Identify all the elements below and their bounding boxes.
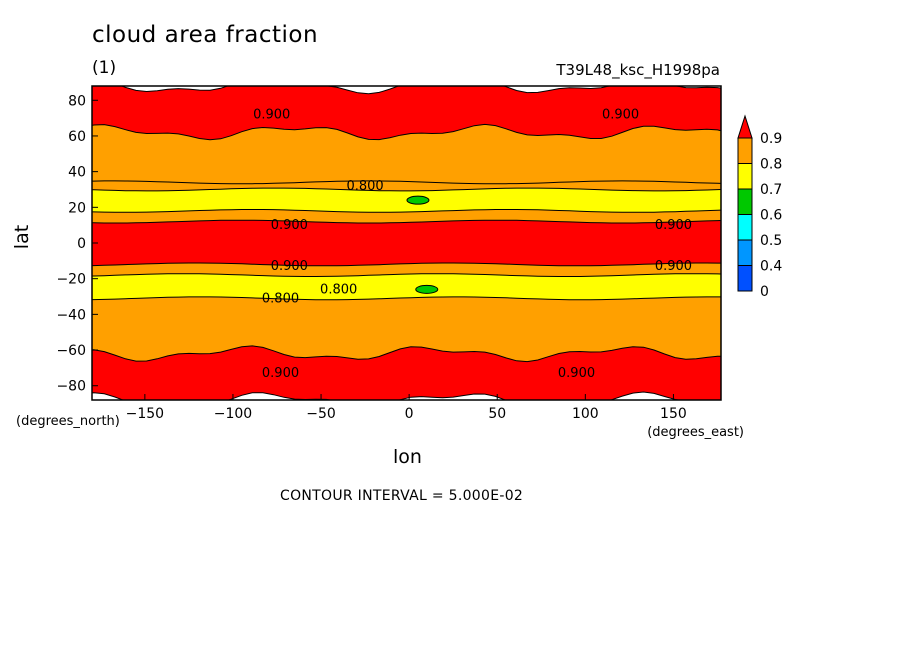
contour-label-10: 0.900 [558,366,595,381]
band-8 [92,296,721,362]
band-5 [92,220,721,266]
colorbar-arrow [737,114,753,139]
colorbar-swatch-4 [737,163,753,190]
colorbar-swatch-3 [737,188,753,215]
band-0 [92,86,721,140]
colorbar-label-2: 0.5 [760,233,782,249]
contour-line-0 [92,123,721,141]
x-tick: 150 [660,394,687,422]
x-tick-label: 100 [572,406,599,422]
y-units-label: (degrees_north) [16,414,120,429]
contour-line-8 [92,296,721,301]
x-tick: 0 [405,394,414,422]
y-tick-label: −20 [56,272,86,288]
y-tick: −20 [56,272,98,288]
band-4 [92,209,721,223]
y-tick: 80 [68,93,98,109]
y-tick-label: 20 [68,200,86,216]
contour-line-3 [92,209,721,213]
contour-label-6: 0.900 [655,259,692,274]
feature-patch-1 [415,284,439,294]
y-tick-label: 0 [77,236,86,252]
colorbar-label-3: 0.6 [760,208,782,224]
chart-title: cloud area fraction [92,22,319,48]
colorbar-label-5: 0.8 [760,157,782,173]
colorbar-swatch-0 [737,265,753,292]
contour-label-5: 0.900 [271,259,308,274]
contour-label-9: 0.900 [262,366,299,381]
colorbar-label-0: 0 [760,284,769,300]
colorbar-swatch-5 [737,137,753,164]
colorbar-label-1: 0.4 [760,259,782,275]
y-tick: 20 [68,200,98,216]
x-tick: −100 [214,394,252,422]
y-tick-label: −60 [56,343,86,359]
contour-line-2 [92,180,721,185]
contour-line-1 [120,86,721,95]
contour-label-0: 0.900 [253,108,290,123]
colorbar-label-6: 0.9 [760,131,782,147]
y-tick-label: 60 [68,129,86,145]
contour-label-2: 0.800 [346,179,383,194]
x-tick: −50 [306,394,336,422]
x-tick-label: 150 [660,406,687,422]
x-tick: 100 [572,394,599,422]
y-tick-label: 80 [68,93,86,109]
contour-label-4: 0.900 [655,218,692,233]
x-tick: −150 [126,394,164,422]
run-id-label: T39L48_ksc_H1998pa [556,61,720,79]
y-tick: 0 [77,236,98,252]
band-7 [92,273,721,300]
contour-interval-note: CONTOUR INTERVAL = 5.000E-02 [280,488,524,504]
colorbar-label-4: 0.7 [760,182,782,198]
x-tick-label: 50 [488,406,506,422]
feature-patch-0 [406,195,430,205]
band-6 [92,263,721,277]
y-tick: −60 [56,343,98,359]
contour-line-4 [92,187,721,192]
y-tick-label: −40 [56,307,86,323]
chart-subtitle: (1) [92,58,117,78]
contour-line-9 [92,345,721,363]
contour-line-5 [92,219,721,224]
band-1 [92,124,721,184]
y-tick: 40 [68,165,98,181]
colorbar-swatch-2 [737,214,753,241]
contour-line-6 [92,262,721,267]
x-tick-label: −150 [126,406,164,422]
contour-line-7 [92,273,721,277]
y-tick-label: −80 [56,379,86,395]
y-tick: −80 [56,379,98,395]
x-tick-label: −50 [306,406,336,422]
x-units-label: (degrees_east) [647,425,744,440]
y-tick: −40 [56,307,98,323]
x-tick-label: 0 [405,406,414,422]
contour-label-3: 0.900 [271,218,308,233]
x-tick-label: −100 [214,406,252,422]
band-9 [92,345,721,400]
colorbar-swatch-1 [737,239,753,266]
y-tick: 60 [68,129,98,145]
y-tick-label: 40 [68,165,86,181]
contour-line-10 [92,391,682,400]
contour-label-8: 0.800 [262,291,299,306]
contour-label-1: 0.900 [602,108,639,123]
contour-label-7: 0.800 [320,282,357,297]
y-axis-label: lat [11,224,34,250]
band-2 [92,188,721,213]
x-tick: 50 [488,394,506,422]
x-axis-label: lon [393,446,422,468]
